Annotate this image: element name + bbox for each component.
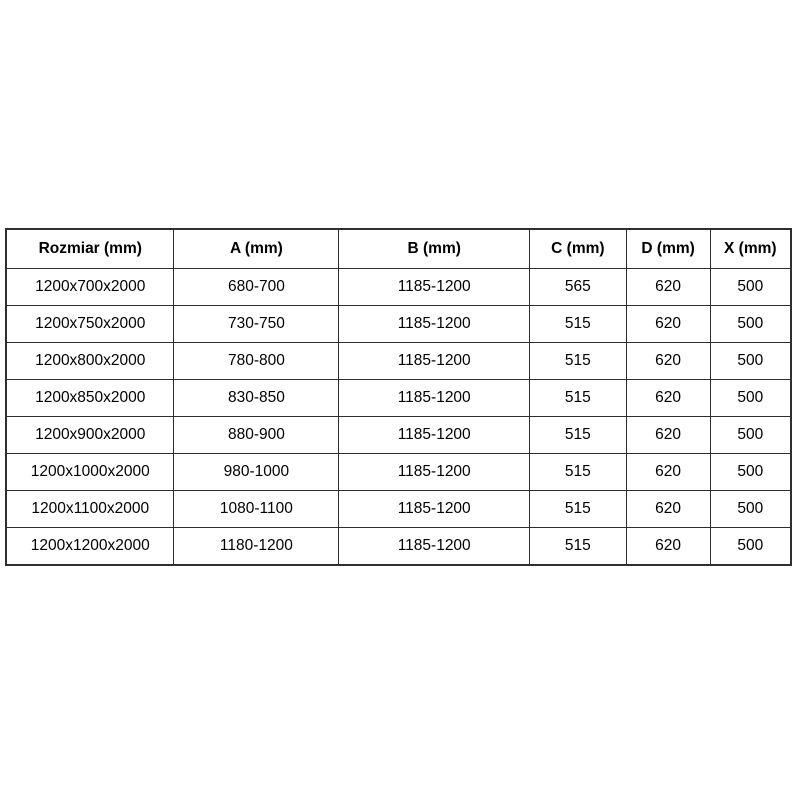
cell-d: 620 bbox=[625, 268, 711, 306]
cell-a: 880-900 bbox=[173, 416, 340, 454]
cell-a: 730-750 bbox=[173, 305, 340, 343]
cell-b: 1185-1200 bbox=[338, 490, 531, 528]
cell-c: 515 bbox=[529, 527, 627, 566]
cell-a: 1080-1100 bbox=[173, 490, 340, 528]
table-header-row: Rozmiar (mm) A (mm) B (mm) C (mm) D (mm)… bbox=[5, 228, 792, 269]
cell-rozmiar: 1200x1100x2000 bbox=[5, 490, 175, 528]
cell-c: 515 bbox=[529, 453, 627, 491]
column-header-rozmiar: Rozmiar (mm) bbox=[5, 228, 175, 269]
cell-d: 620 bbox=[625, 342, 711, 380]
table-row: 1200x1000x2000 980-1000 1185-1200 515 62… bbox=[5, 453, 792, 491]
cell-rozmiar: 1200x750x2000 bbox=[5, 305, 175, 343]
table-row: 1200x700x2000 680-700 1185-1200 565 620 … bbox=[5, 268, 792, 306]
cell-c: 515 bbox=[529, 342, 627, 380]
cell-x: 500 bbox=[709, 453, 792, 491]
cell-a: 1180-1200 bbox=[173, 527, 340, 566]
cell-b: 1185-1200 bbox=[338, 342, 531, 380]
cell-x: 500 bbox=[709, 268, 792, 306]
cell-d: 620 bbox=[625, 379, 711, 417]
table-row: 1200x1200x2000 1180-1200 1185-1200 515 6… bbox=[5, 527, 792, 566]
dimensions-spec-table: Rozmiar (mm) A (mm) B (mm) C (mm) D (mm)… bbox=[5, 228, 792, 566]
cell-x: 500 bbox=[709, 490, 792, 528]
cell-d: 620 bbox=[625, 305, 711, 343]
table-row: 1200x900x2000 880-900 1185-1200 515 620 … bbox=[5, 416, 792, 454]
cell-c: 565 bbox=[529, 268, 627, 306]
column-header-c: C (mm) bbox=[529, 228, 627, 269]
cell-rozmiar: 1200x850x2000 bbox=[5, 379, 175, 417]
cell-d: 620 bbox=[625, 453, 711, 491]
cell-c: 515 bbox=[529, 379, 627, 417]
cell-b: 1185-1200 bbox=[338, 268, 531, 306]
cell-d: 620 bbox=[625, 490, 711, 528]
cell-a: 780-800 bbox=[173, 342, 340, 380]
column-header-x: X (mm) bbox=[709, 228, 792, 269]
cell-x: 500 bbox=[709, 379, 792, 417]
cell-x: 500 bbox=[709, 342, 792, 380]
cell-a: 980-1000 bbox=[173, 453, 340, 491]
cell-c: 515 bbox=[529, 490, 627, 528]
table-row: 1200x800x2000 780-800 1185-1200 515 620 … bbox=[5, 342, 792, 380]
cell-rozmiar: 1200x700x2000 bbox=[5, 268, 175, 306]
cell-b: 1185-1200 bbox=[338, 527, 531, 566]
cell-d: 620 bbox=[625, 416, 711, 454]
cell-b: 1185-1200 bbox=[338, 416, 531, 454]
table-row: 1200x750x2000 730-750 1185-1200 515 620 … bbox=[5, 305, 792, 343]
cell-rozmiar: 1200x900x2000 bbox=[5, 416, 175, 454]
cell-b: 1185-1200 bbox=[338, 379, 531, 417]
table-row: 1200x1100x2000 1080-1100 1185-1200 515 6… bbox=[5, 490, 792, 528]
cell-d: 620 bbox=[625, 527, 711, 566]
table-row: 1200x850x2000 830-850 1185-1200 515 620 … bbox=[5, 379, 792, 417]
cell-rozmiar: 1200x1200x2000 bbox=[5, 527, 175, 566]
cell-rozmiar: 1200x800x2000 bbox=[5, 342, 175, 380]
column-header-a: A (mm) bbox=[173, 228, 340, 269]
cell-c: 515 bbox=[529, 305, 627, 343]
cell-x: 500 bbox=[709, 416, 792, 454]
cell-b: 1185-1200 bbox=[338, 305, 531, 343]
cell-a: 680-700 bbox=[173, 268, 340, 306]
cell-c: 515 bbox=[529, 416, 627, 454]
cell-x: 500 bbox=[709, 305, 792, 343]
column-header-b: B (mm) bbox=[338, 228, 531, 269]
column-header-d: D (mm) bbox=[625, 228, 711, 269]
cell-rozmiar: 1200x1000x2000 bbox=[5, 453, 175, 491]
cell-a: 830-850 bbox=[173, 379, 340, 417]
cell-x: 500 bbox=[709, 527, 792, 566]
cell-b: 1185-1200 bbox=[338, 453, 531, 491]
